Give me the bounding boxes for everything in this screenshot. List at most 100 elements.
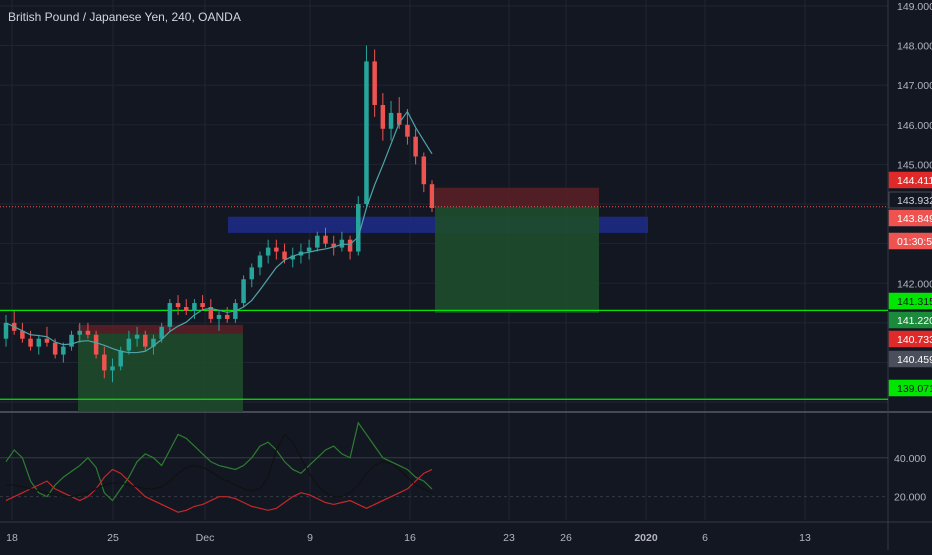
- candle-body: [44, 338, 50, 343]
- candle-body: [249, 267, 255, 280]
- price-tag-bg: [888, 209, 932, 227]
- candle-body: [265, 247, 271, 256]
- candle-body: [282, 251, 287, 260]
- indicator-line: [5, 421, 433, 502]
- candle-body: [28, 338, 33, 347]
- indicator-tick-label: 20.000: [894, 492, 926, 504]
- horizontal-levels: [0, 206, 888, 400]
- candle-body: [200, 303, 205, 308]
- candle-body: [151, 338, 156, 347]
- candle-body: [36, 338, 42, 347]
- candle-body: [306, 247, 312, 252]
- price-tag-label: 143.849: [897, 213, 932, 225]
- chart-title: British Pound / Japanese Yen, 240, OANDA: [8, 10, 241, 24]
- time-tick-label: 6: [702, 532, 708, 544]
- candle-body: [143, 334, 148, 347]
- time-tick-label: 25: [107, 532, 119, 544]
- candle-body: [216, 314, 222, 319]
- candle-body: [52, 342, 58, 355]
- price-tag[interactable]: 143.932: [888, 191, 932, 209]
- candle-body: [315, 235, 320, 248]
- candle-body: [241, 279, 246, 304]
- candle-body: [69, 334, 74, 347]
- candle-body: [93, 334, 99, 355]
- candle-body: [183, 307, 189, 311]
- candle-body: [364, 61, 369, 205]
- price-tag-label: 140.733: [897, 334, 932, 346]
- price-tick-label: 149.000: [897, 1, 932, 13]
- indicator-line: [5, 468, 433, 513]
- candle-body: [290, 255, 295, 260]
- candle-body: [405, 124, 410, 137]
- price-tag-bg: [888, 379, 932, 397]
- candle-body: [192, 303, 197, 311]
- price-tick-label: 145.000: [897, 159, 932, 171]
- price-axis[interactable]: 149.000 148.000 147.000 146.000 145.000 142.0…: [888, 1, 932, 397]
- candle-body: [372, 61, 377, 105]
- candle-body: [380, 104, 386, 129]
- short-target-zone[interactable]: [435, 206, 599, 313]
- short-stop-zone[interactable]: [435, 187, 599, 207]
- candle-body: [429, 184, 435, 208]
- price-tag[interactable]: 140.733: [888, 330, 932, 348]
- time-tick-label: 23: [503, 532, 515, 544]
- price-tag[interactable]: 141.315: [888, 292, 932, 310]
- price-tag-label: 144.411: [897, 175, 932, 187]
- time-tick-label: 13: [799, 532, 811, 544]
- candle-body: [274, 247, 279, 252]
- price-tag[interactable]: 01:30:53: [888, 232, 932, 250]
- candle-body: [421, 156, 427, 185]
- candle-body: [396, 112, 402, 125]
- time-tick-label: Dec: [196, 532, 215, 544]
- price-tag-label: 140.459: [897, 354, 932, 366]
- candle-body: [61, 346, 66, 355]
- candle-body: [20, 330, 25, 339]
- price-tag-bg: [888, 292, 932, 310]
- candle-body: [134, 334, 140, 339]
- candle-body: [175, 303, 181, 308]
- price-tick-label: 146.000: [897, 120, 932, 132]
- candle-body: [159, 326, 164, 339]
- indicator-pane: 40.000 20.000: [0, 421, 926, 513]
- price-tag-label: 01:30:53: [897, 236, 932, 248]
- price-tag[interactable]: 139.071: [888, 379, 932, 397]
- candlestick-series: [3, 45, 435, 383]
- indicator-line: [6, 433, 433, 498]
- candle-body: [126, 338, 132, 351]
- price-tag[interactable]: 141.220: [888, 311, 932, 329]
- candle-body: [331, 243, 336, 248]
- price-tag-label: 139.071: [897, 383, 932, 395]
- time-tick-label: 16: [404, 532, 416, 544]
- candle-body: [167, 303, 173, 327]
- price-tag[interactable]: 144.411: [888, 171, 932, 189]
- price-tag-bg: [888, 311, 932, 329]
- candle-body: [413, 136, 418, 157]
- candle-body: [208, 307, 214, 319]
- price-tag[interactable]: 140.459: [888, 350, 932, 368]
- price-tag-bg: [888, 350, 932, 368]
- candle-body: [85, 330, 91, 335]
- candle-body: [323, 235, 328, 244]
- price-tag-bg: [888, 232, 932, 250]
- price-tag-bg: [888, 191, 932, 209]
- price-tick-label: 142.000: [897, 278, 932, 290]
- time-tick-label: 18: [6, 532, 18, 544]
- moving-average-line: [5, 110, 433, 354]
- price-tick-label: 147.000: [897, 80, 932, 92]
- candle-body: [77, 330, 82, 335]
- candle-body: [110, 366, 115, 371]
- price-tag-label: 141.220: [897, 315, 932, 327]
- indicator-tick-label: 40.000: [894, 453, 926, 465]
- price-tag[interactable]: 143.849: [888, 209, 932, 227]
- price-tag-bg: [888, 171, 932, 189]
- candle-body: [339, 239, 345, 248]
- candle-body: [102, 354, 107, 371]
- price-tick-label: 148.000: [897, 41, 932, 53]
- time-axis[interactable]: 18 25 Dec 9 16 23 26 2020 6 13: [6, 532, 811, 544]
- price-tag-bg: [888, 330, 932, 348]
- candle-body: [356, 204, 361, 252]
- candle-body: [3, 322, 9, 339]
